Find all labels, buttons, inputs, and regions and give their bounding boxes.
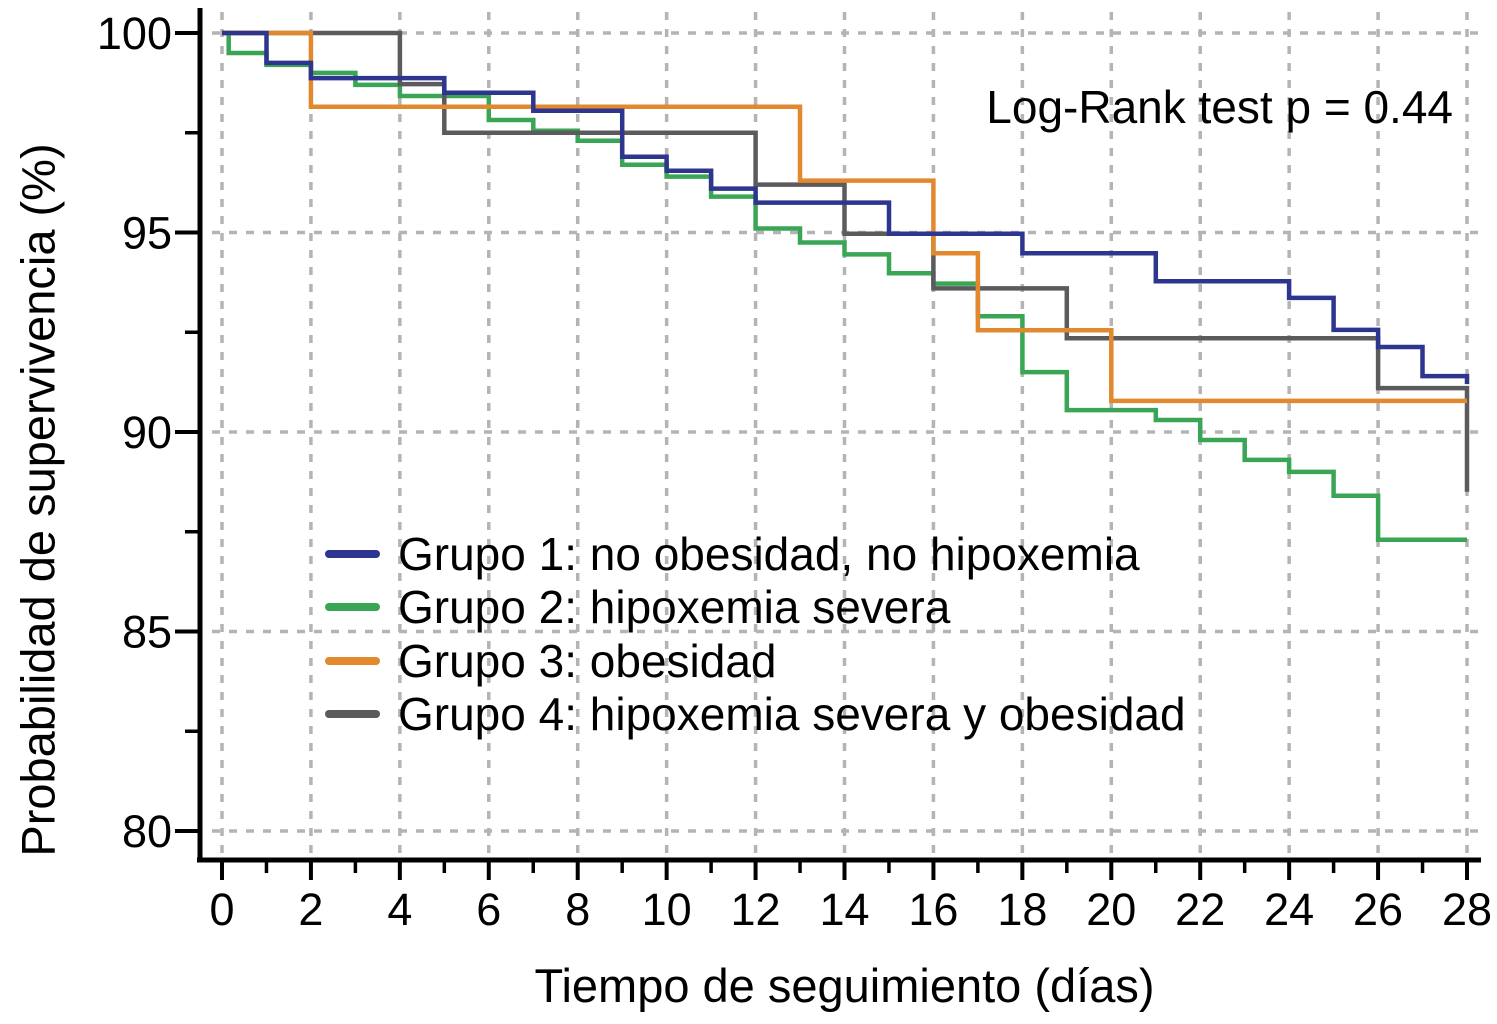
x-tick-label-22: 22 <box>1175 884 1225 935</box>
legend-item-grupo-1: Grupo 1: no obesidad, no hipoxemia <box>325 527 1186 581</box>
y-tick-label-95: 95 <box>122 208 172 259</box>
x-tick-label-16: 16 <box>908 884 958 935</box>
x-tick-label-10: 10 <box>642 884 692 935</box>
legend-label-grupo-1: Grupo 1: no obesidad, no hipoxemia <box>398 527 1140 580</box>
x-tick-label-18: 18 <box>997 884 1047 935</box>
logrank-annotation: Log-Rank test p = 0.44 <box>986 81 1453 133</box>
curve-grupo-2 <box>222 30 1467 542</box>
x-tick-label-4: 4 <box>387 884 412 935</box>
legend-swatch-grupo-1 <box>325 549 380 558</box>
x-axis-title: Tiempo de seguimiento (días) <box>534 959 1155 1012</box>
legend-label-grupo-3: Grupo 3: obesidad <box>398 634 777 687</box>
y-tick-label-85: 85 <box>122 607 172 658</box>
legend-swatch-grupo-3 <box>325 656 380 665</box>
x-tick-label-8: 8 <box>565 884 590 935</box>
legend-label-grupo-2: Grupo 2: hipoxemia severa <box>398 581 951 634</box>
y-tick-label-100: 100 <box>97 8 172 59</box>
y-tick-label-90: 90 <box>122 407 172 458</box>
curve-grupo-1 <box>222 30 1470 385</box>
x-tick-label-20: 20 <box>1086 884 1136 935</box>
legend-item-grupo-2: Grupo 2: hipoxemia severa <box>325 581 1186 635</box>
x-tick-label-0: 0 <box>209 884 234 935</box>
y-axis-title: Probabilidad de supervivencia (%) <box>11 143 65 857</box>
legend-item-grupo-3: Grupo 3: obesidad <box>325 634 1186 688</box>
x-tick-label-28: 28 <box>1442 884 1492 935</box>
legend-swatch-grupo-4 <box>325 710 380 719</box>
x-tick-label-14: 14 <box>819 884 869 935</box>
legend-swatch-grupo-2 <box>325 603 380 612</box>
x-tick-label-6: 6 <box>476 884 501 935</box>
legend-label-grupo-4: Grupo 4: hipoxemia severa y obesidad <box>398 688 1186 741</box>
curve-grupo-3 <box>222 30 1467 404</box>
x-tick-label-26: 26 <box>1353 884 1403 935</box>
x-tick-label-24: 24 <box>1264 884 1314 935</box>
x-tick-label-2: 2 <box>298 884 323 935</box>
x-tick-label-12: 12 <box>731 884 781 935</box>
curve-grupo-4 <box>222 30 1470 492</box>
legend: Grupo 1: no obesidad, no hipoxemia Grupo… <box>325 527 1186 741</box>
axes-group <box>175 8 1481 880</box>
y-tick-label-80: 80 <box>122 806 172 857</box>
curves-group <box>222 30 1470 542</box>
legend-item-grupo-4: Grupo 4: hipoxemia severa y obesidad <box>325 688 1186 742</box>
gridlines-group <box>212 12 1484 857</box>
